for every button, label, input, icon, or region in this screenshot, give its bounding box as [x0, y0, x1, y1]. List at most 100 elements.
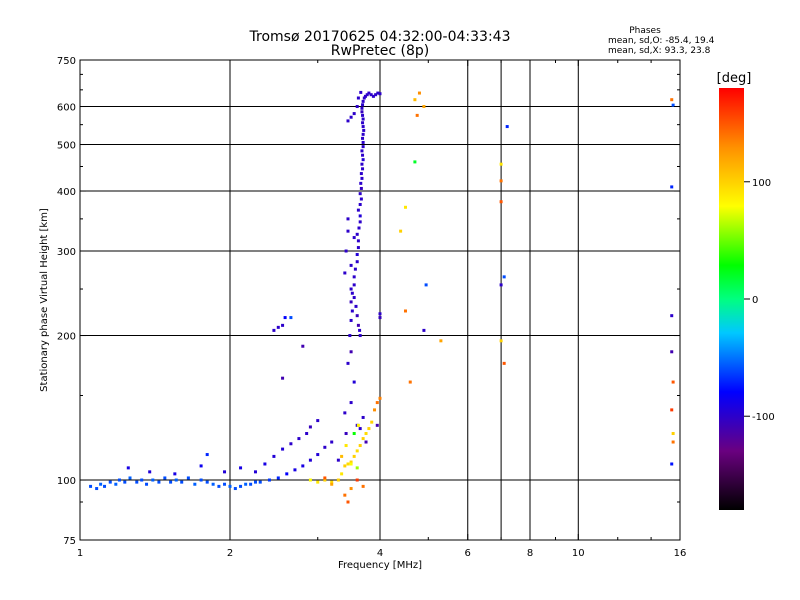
data-point — [305, 432, 309, 436]
data-point — [308, 425, 312, 429]
data-point — [316, 480, 320, 484]
data-point — [375, 423, 379, 427]
data-point — [358, 427, 362, 431]
data-point — [355, 232, 359, 236]
data-point — [123, 480, 127, 484]
data-point — [349, 350, 353, 354]
x-tick-label: 2 — [227, 548, 233, 559]
y-tick-label: 75 — [63, 536, 76, 547]
data-point — [359, 181, 363, 185]
data-point — [349, 287, 353, 291]
data-point — [108, 480, 112, 484]
data-point — [346, 500, 350, 504]
data-point — [169, 480, 173, 484]
data-point — [352, 432, 356, 436]
data-point — [281, 376, 285, 380]
data-point — [151, 478, 155, 482]
data-point — [349, 115, 353, 119]
data-point — [293, 468, 297, 472]
data-point — [276, 325, 280, 329]
data-point — [378, 312, 382, 316]
data-point — [358, 328, 362, 332]
data-point — [348, 334, 352, 338]
data-point — [344, 444, 348, 448]
data-point — [289, 442, 293, 446]
data-point — [281, 447, 285, 451]
data-point — [670, 314, 674, 318]
data-point — [199, 464, 203, 468]
x-tick-label: 4 — [377, 548, 383, 559]
data-point — [308, 458, 312, 462]
data-point — [323, 445, 327, 449]
data-point — [173, 472, 177, 476]
data-point — [316, 419, 320, 423]
data-point — [323, 478, 327, 482]
data-point — [359, 90, 363, 94]
data-point — [343, 271, 347, 275]
data-point — [346, 462, 350, 466]
data-point — [355, 105, 359, 109]
data-point — [499, 339, 503, 343]
data-point — [362, 96, 366, 100]
data-point — [422, 328, 426, 332]
legend-title: Phases — [629, 26, 661, 36]
data-point — [364, 432, 368, 436]
data-point — [422, 105, 426, 109]
data-point — [424, 283, 428, 287]
chart-title: Tromsø 20170625 04:32:00-04:33:43 — [249, 29, 511, 45]
data-point — [174, 478, 178, 482]
data-point — [360, 106, 364, 110]
data-point — [352, 296, 356, 300]
data-point — [340, 472, 344, 476]
data-point — [374, 93, 378, 97]
data-point — [180, 480, 184, 484]
data-point — [239, 484, 243, 488]
data-point — [362, 128, 366, 132]
data-point — [356, 96, 360, 100]
data-point — [352, 236, 356, 240]
data-point — [349, 318, 353, 322]
data-point — [239, 466, 243, 470]
data-point — [308, 478, 312, 482]
data-point — [360, 176, 364, 180]
data-point — [358, 202, 362, 206]
data-point — [355, 260, 359, 264]
data-point — [359, 172, 363, 176]
data-point — [205, 453, 209, 457]
data-point — [157, 480, 161, 484]
colorbar-ticks: 100 0 -100 — [744, 178, 775, 423]
data-point — [670, 350, 674, 354]
colorbar-tick-label: 100 — [752, 178, 771, 189]
data-point — [363, 94, 367, 98]
data-point — [376, 91, 380, 95]
data-point — [349, 487, 353, 491]
data-point — [361, 125, 365, 129]
legend-line-o: mean, sd,O: -85.4, 19.4 — [608, 36, 715, 46]
data-point — [343, 464, 347, 468]
data-point — [378, 92, 382, 96]
data-point — [249, 482, 253, 486]
data-point — [358, 220, 362, 224]
data-point — [350, 309, 354, 313]
data-point — [343, 411, 347, 415]
y-tick-label: 600 — [57, 103, 76, 114]
data-point — [186, 476, 190, 480]
data-point — [355, 449, 359, 453]
data-point — [350, 291, 354, 295]
data-point — [336, 458, 340, 462]
data-point — [223, 470, 227, 474]
x-tick-label: 10 — [572, 548, 585, 559]
data-point — [361, 117, 365, 121]
data-point — [281, 323, 285, 327]
data-point — [408, 380, 412, 384]
data-point — [343, 493, 347, 497]
data-point — [352, 112, 356, 116]
data-point — [361, 99, 365, 103]
data-point — [336, 478, 340, 482]
data-point — [417, 91, 421, 95]
y-tick-label: 300 — [57, 247, 76, 258]
data-point — [499, 162, 503, 166]
chart-subtitle: RwPretec (8p) — [331, 43, 429, 59]
data-point — [502, 275, 506, 279]
